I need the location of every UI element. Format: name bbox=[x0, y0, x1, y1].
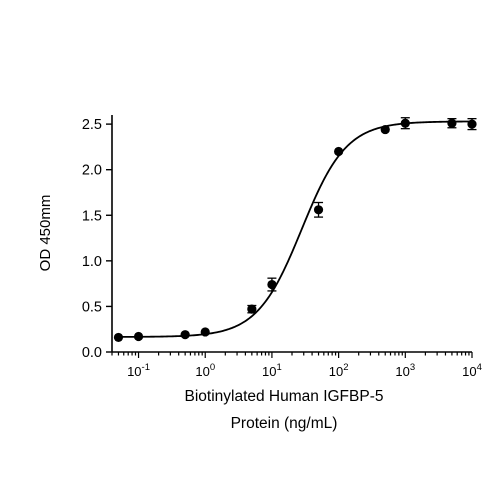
data-point bbox=[247, 304, 257, 314]
y-tick-label: 0.0 bbox=[82, 345, 102, 361]
y-axis-label: OD 450mm bbox=[37, 195, 54, 272]
x-tick-label: 10-1 bbox=[127, 362, 150, 379]
fit-curve-line bbox=[118, 120, 473, 338]
data-point bbox=[200, 327, 210, 337]
x-axis-label-line1: Biotinylated Human IGFBP-5 bbox=[184, 388, 383, 405]
data-point bbox=[467, 119, 477, 129]
data-point bbox=[133, 331, 144, 342]
data-point bbox=[267, 279, 277, 290]
x-tick-label: 103 bbox=[395, 362, 415, 379]
data-point bbox=[334, 146, 344, 157]
y-tick-label: 1.5 bbox=[82, 208, 102, 224]
y-tick-label: 0.5 bbox=[82, 299, 102, 315]
data-points bbox=[113, 117, 477, 343]
y-tick-label: 2.5 bbox=[82, 117, 102, 133]
data-point bbox=[380, 124, 390, 135]
y-tick-label: 2.0 bbox=[82, 163, 102, 179]
axes bbox=[111, 115, 472, 353]
data-point bbox=[180, 330, 190, 340]
x-tick-label: 102 bbox=[329, 362, 349, 379]
data-point bbox=[447, 118, 457, 128]
y-tick-label: 1.0 bbox=[82, 254, 102, 270]
x-tick-label: 101 bbox=[262, 362, 282, 379]
x-tick-label: 100 bbox=[195, 362, 215, 379]
x-ticks: 10-1 100 101 102 103 104 bbox=[111, 352, 482, 379]
data-point bbox=[113, 332, 124, 343]
data-point bbox=[400, 118, 410, 128]
y-ticks: 0.0 0.5 1.0 1.5 2.0 2.5 bbox=[82, 117, 112, 361]
x-axis-label-line2: Protein (ng/mL) bbox=[231, 415, 338, 432]
x-tick-label: 104 bbox=[462, 362, 482, 379]
data-point bbox=[313, 205, 324, 215]
